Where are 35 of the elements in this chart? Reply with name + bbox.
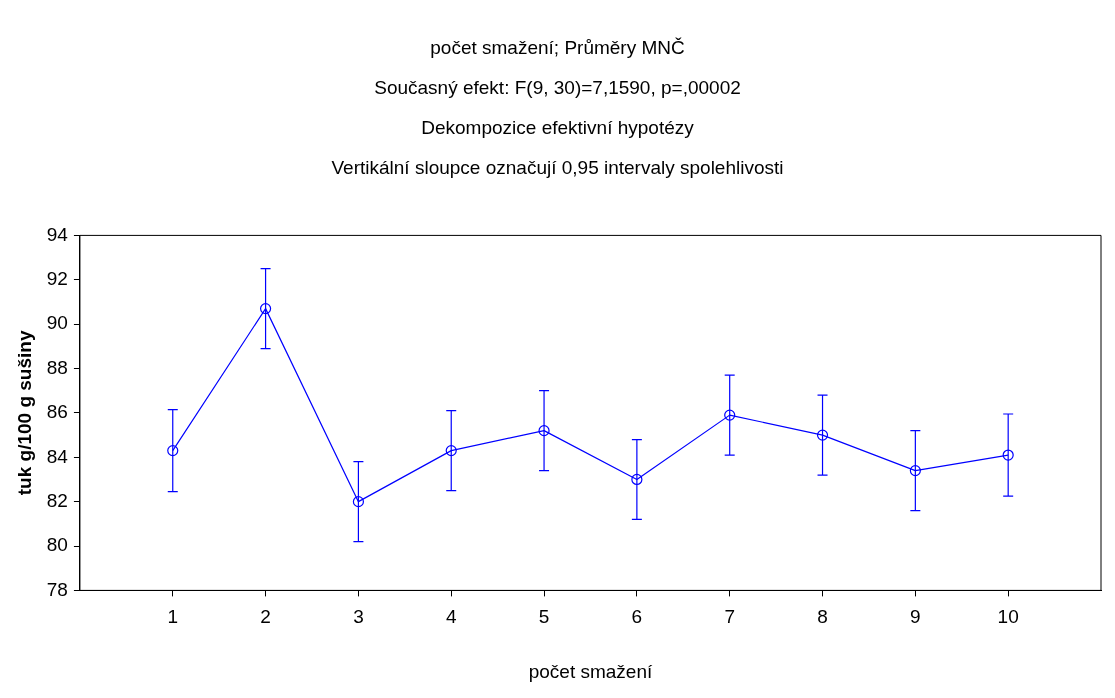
x-tick-label: 1 (167, 606, 179, 628)
point (352, 496, 365, 508)
x-tick-label: 9 (910, 606, 921, 628)
x-tick-label: 3 (353, 606, 364, 628)
chart-title: počet smažení; Průměry MNČ (429, 36, 686, 60)
point (538, 425, 550, 437)
x-tick-label: 10 (997, 606, 1019, 628)
point (167, 445, 179, 457)
x-tick-label: 2 (260, 606, 271, 628)
y-tick-label: 90 (46, 312, 68, 334)
x-tick-label: 4 (445, 606, 457, 628)
point (909, 464, 921, 477)
point (816, 429, 829, 441)
point (445, 445, 457, 457)
y-tick-label: 80 (46, 534, 68, 556)
y-axis-title: tuk g/100 g sušiny (13, 330, 35, 496)
y-tick-label: 86 (46, 401, 68, 423)
chart-subtitle: Současný efekt: F(9, 30)=7,1590, p=,00002 (373, 76, 742, 100)
point (724, 409, 736, 421)
x-tick-label: 7 (724, 606, 735, 628)
y-tick-label: 84 (46, 445, 69, 467)
x-tick-label: 6 (631, 606, 643, 628)
point (1002, 449, 1014, 461)
x-axis-title: počet smažení (528, 660, 653, 682)
y-tick-label: 94 (46, 223, 69, 245)
y-tick-label: 82 (46, 489, 68, 511)
x-tick-label: 5 (538, 606, 550, 628)
text: Dekompozice efektivní hypotézy (420, 116, 695, 140)
y-tick-label: 92 (46, 268, 68, 290)
text: Vertikální sloupce označují 0,95 intervaly spolehlivosti (330, 156, 785, 180)
point (259, 303, 272, 315)
y-tick-label: 88 (46, 356, 68, 378)
y-tick-label: 78 (46, 578, 68, 600)
x-tick-label: 8 (817, 606, 828, 628)
point (631, 473, 643, 486)
